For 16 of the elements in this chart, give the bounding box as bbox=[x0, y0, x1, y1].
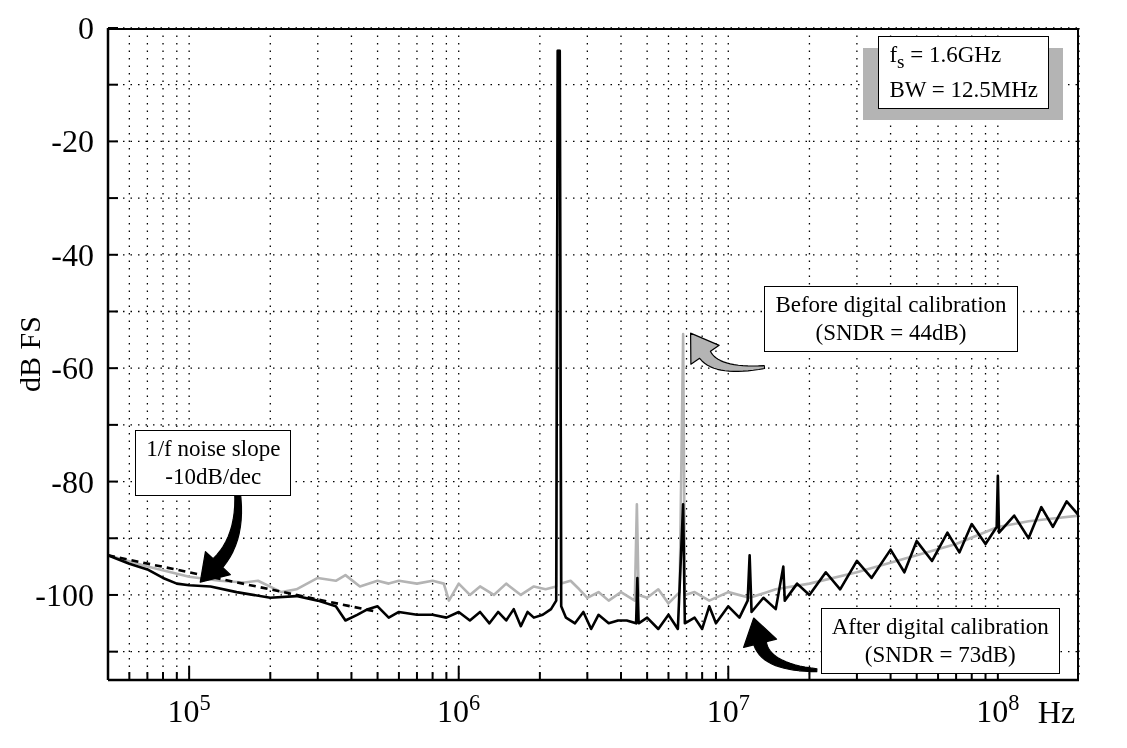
x-axis-title: Hz bbox=[1037, 694, 1076, 731]
annotation: After digital calibration (SNDR = 73dB) bbox=[831, 613, 1049, 670]
y-tick-label: -40 bbox=[51, 236, 94, 273]
x-tick-label: 10$^{5}$ bbox=[167, 689, 211, 729]
y-axis-title: dB FS bbox=[13, 316, 47, 392]
x-tick-label: 10$^{6}$ bbox=[437, 689, 481, 729]
annotation: f$_{s}$ = 1.6GHz BW = 12.5MHz bbox=[889, 41, 1038, 104]
y-tick-label: -100 bbox=[35, 576, 94, 613]
y-tick-label: -80 bbox=[51, 463, 94, 500]
y-tick-label: -60 bbox=[51, 350, 94, 387]
y-tick-label: -20 bbox=[51, 123, 94, 160]
x-tick-label: 10$^{8}$ bbox=[976, 689, 1020, 729]
annotation: 1/f noise slope -10dB/dec bbox=[146, 435, 281, 492]
annotation: Before digital calibration (SNDR = 44dB) bbox=[775, 291, 1007, 348]
y-tick-label: 0 bbox=[78, 10, 94, 46]
x-tick-label: 10$^{7}$ bbox=[706, 689, 750, 729]
